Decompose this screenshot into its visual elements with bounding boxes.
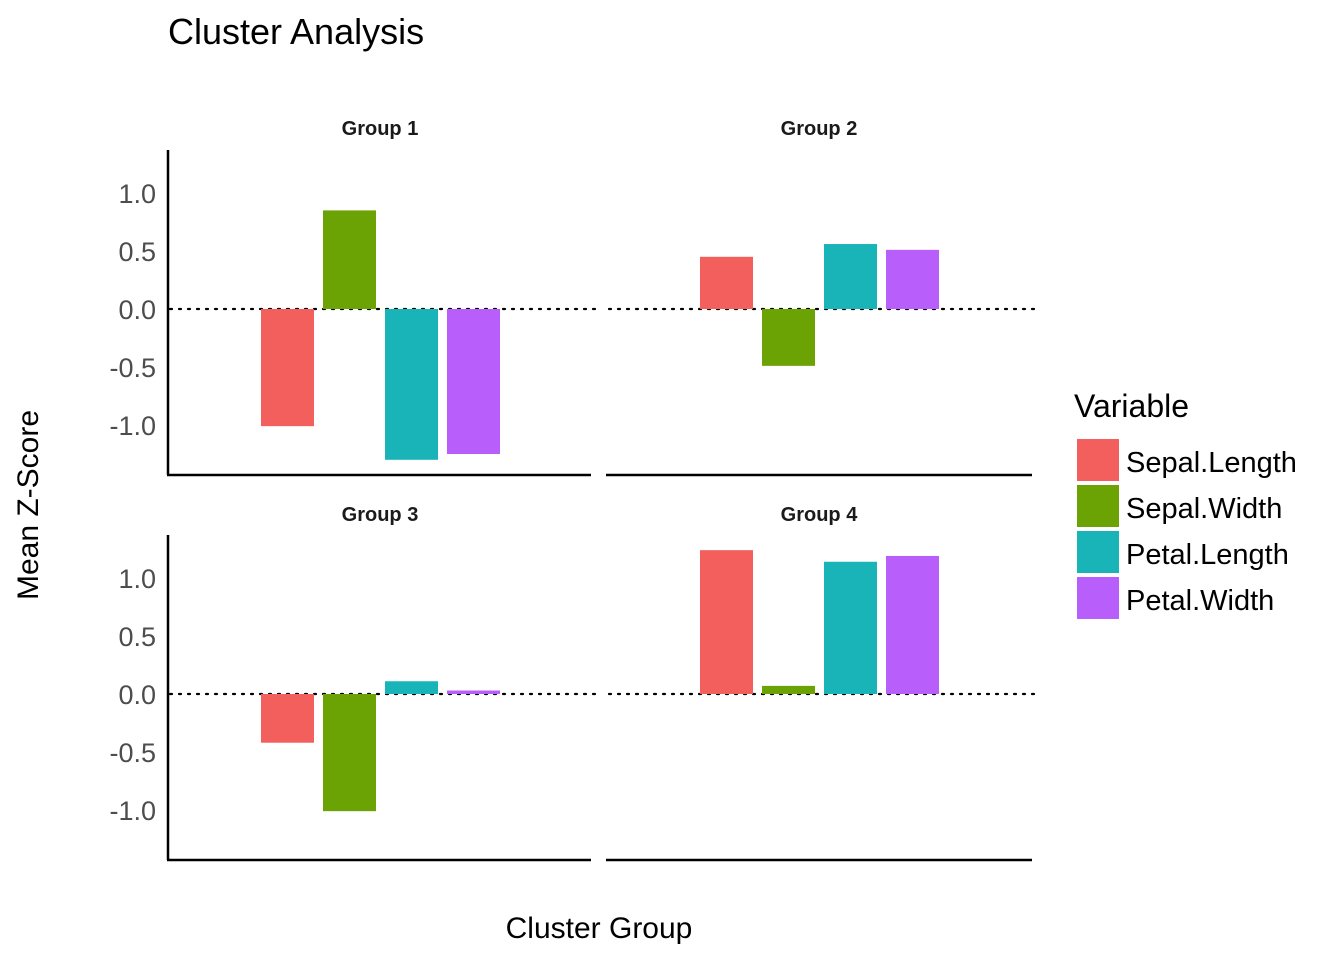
bar-petal-width — [447, 309, 500, 454]
panel-group-2: Group 2 — [606, 118, 1037, 477]
bar-sepal-width — [323, 694, 376, 812]
legend-title: Variable — [1074, 388, 1189, 424]
bar-petal-width — [886, 249, 939, 309]
legend-swatch — [1077, 531, 1119, 573]
legend-item-sepal-width: Sepal.Width — [1077, 485, 1282, 527]
y-tick-label: -0.5 — [109, 738, 156, 768]
strip-label: Group 1 — [342, 118, 419, 140]
legend-item-petal-length: Petal.Length — [1077, 531, 1289, 573]
chart-title: Cluster Analysis — [168, 11, 424, 52]
y-tick-label: 0.5 — [118, 622, 156, 652]
facet-panels: Group 1 1.0 0.5 0.0 -0.5 -1.0 Group 2 Group 3 1.… — [109, 118, 1037, 862]
legend-items: Sepal.Length Sepal.Width Petal.Length Petal… — [1077, 439, 1297, 619]
y-tick-label: 0.5 — [118, 237, 156, 267]
bar-sepal-width — [762, 309, 815, 366]
bar-petal-width — [886, 555, 939, 694]
legend: Variable Sepal.Length Sepal.Width Petal.Le… — [1074, 388, 1297, 619]
bar-petal-length — [385, 681, 438, 694]
y-tick-label: -1.0 — [109, 411, 156, 441]
y-tick-label: -0.5 — [109, 353, 156, 383]
bar-sepal-length — [261, 309, 314, 427]
bar-petal-length — [385, 309, 438, 460]
y-tick-label: 1.0 — [118, 179, 156, 209]
bar-sepal-length — [261, 694, 314, 743]
bar-petal-length — [824, 244, 877, 309]
bar-sepal-width — [762, 685, 815, 694]
legend-swatch — [1077, 439, 1119, 481]
bar-sepal-length — [700, 550, 753, 694]
strip-label: Group 2 — [781, 118, 858, 140]
y-axis-title: Mean Z-Score — [12, 410, 45, 600]
y-tick-label: -1.0 — [109, 796, 156, 826]
legend-item-petal-width: Petal.Width — [1077, 577, 1274, 619]
x-axis-title: Cluster Group — [506, 912, 693, 945]
bar-petal-length — [824, 561, 877, 694]
y-tick-label: 0.0 — [118, 295, 156, 325]
legend-swatch — [1077, 577, 1119, 619]
legend-item-sepal-length: Sepal.Length — [1077, 439, 1297, 481]
panel-group-3: Group 3 1.0 0.5 0.0 -0.5 -1.0 — [109, 504, 598, 862]
legend-swatch — [1077, 485, 1119, 527]
strip-label: Group 4 — [781, 504, 859, 526]
bar-sepal-width — [323, 210, 376, 309]
legend-label: Sepal.Length — [1126, 447, 1297, 479]
legend-label: Sepal.Width — [1126, 493, 1282, 525]
y-tick-label: 1.0 — [118, 564, 156, 594]
panel-group-1: Group 1 1.0 0.5 0.0 -0.5 -1.0 — [109, 118, 598, 477]
bar-petal-width — [447, 690, 500, 694]
panel-group-4: Group 4 — [606, 504, 1037, 862]
bar-sepal-length — [700, 256, 753, 309]
strip-label: Group 3 — [342, 504, 419, 526]
y-tick-label: 0.0 — [118, 680, 156, 710]
legend-label: Petal.Width — [1126, 585, 1274, 617]
legend-label: Petal.Length — [1126, 539, 1289, 571]
